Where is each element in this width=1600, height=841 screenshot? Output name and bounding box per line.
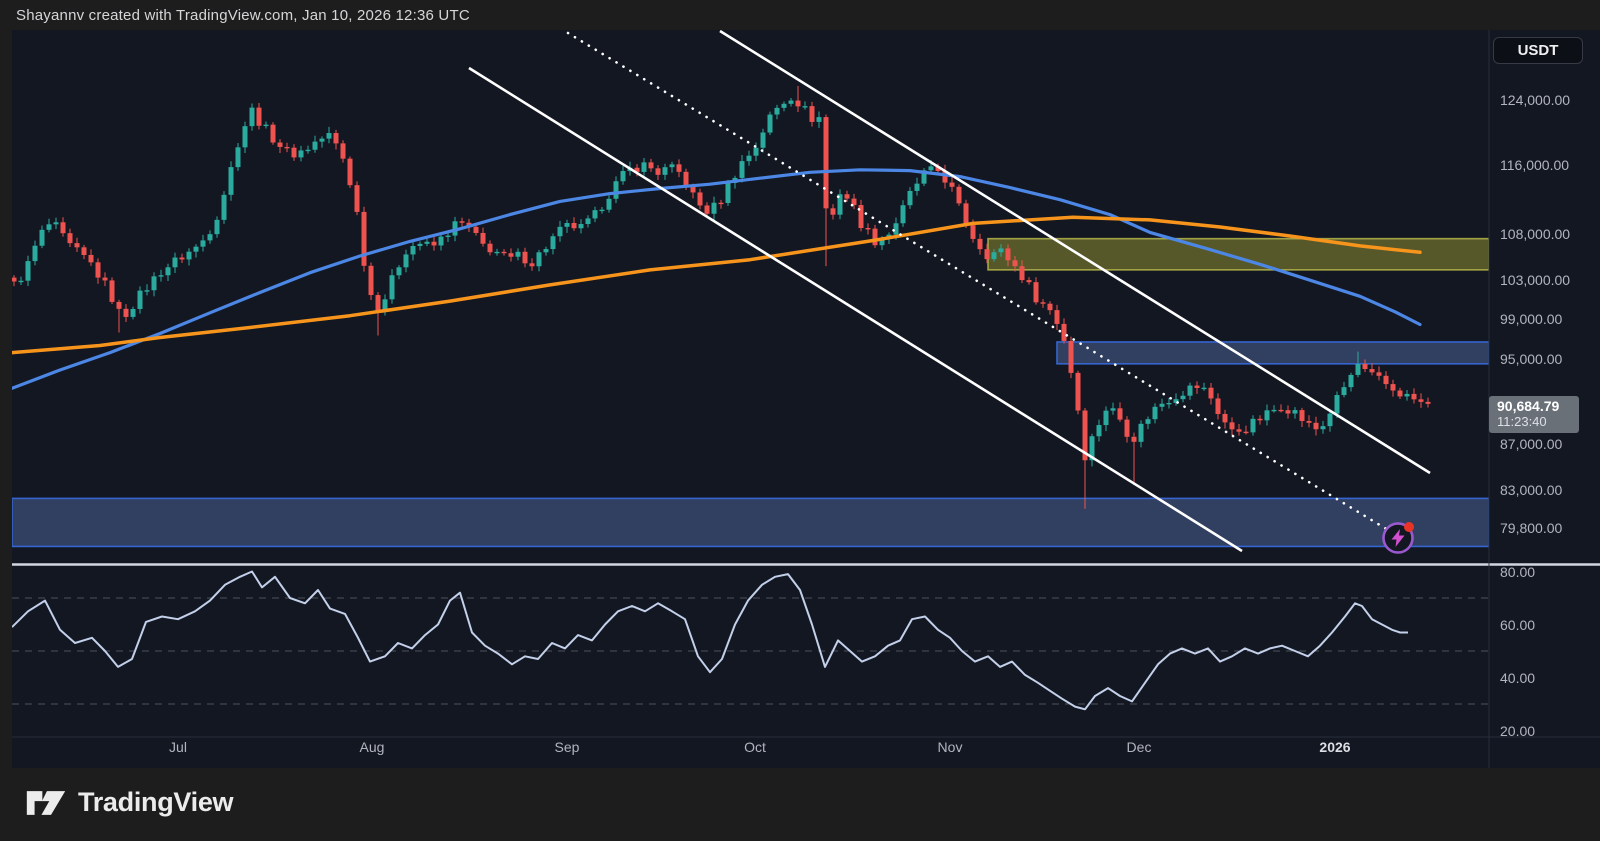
current-price-badge: 90,684.79 11:23:40 <box>1489 396 1579 433</box>
usdt-badge[interactable]: USDT <box>1493 37 1583 64</box>
price-axis-label: 116,000.00 <box>1500 156 1570 173</box>
time-axis-label: Oct <box>744 739 766 755</box>
price-axis-label: 40.00 <box>1500 669 1536 686</box>
price-axis-label: 83,000.00 <box>1500 481 1563 498</box>
price-axis-label: 79,800.00 <box>1500 520 1563 536</box>
chart-surface[interactable] <box>12 30 1600 768</box>
price-axis-label: 103,000.00 <box>1500 272 1571 289</box>
tradingview-logo[interactable]: TradingView <box>25 787 234 818</box>
price-axis-label: 87,000.00 <box>1500 436 1563 453</box>
footer: TradingView <box>0 768 1600 841</box>
top-bar: Shayannv created with TradingView.com, J… <box>0 0 1600 30</box>
price-axis-label: 20.00 <box>1500 722 1536 739</box>
current-price-value: 90,684.79 <box>1497 398 1560 414</box>
tradingview-logo-icon <box>26 790 66 815</box>
attribution-text: Shayannv created with TradingView.com, J… <box>16 7 470 24</box>
price-axis-label: 99,000.00 <box>1500 310 1563 327</box>
countdown-timer: 11:23:40 <box>1497 414 1547 429</box>
price-axis-label: 108,000.00 <box>1500 226 1571 243</box>
price-axis-label: 80.00 <box>1500 563 1536 580</box>
price-axis-label: 124,000.00 <box>1500 92 1571 108</box>
time-axis-label: Nov <box>937 739 963 755</box>
time-axis-label: 2026 <box>1319 739 1351 755</box>
price-axis[interactable]: 124,000.00 116,000.00 108,000.00 103,000.00… <box>1489 30 1600 739</box>
time-axis-label: Sep <box>554 739 580 755</box>
price-axis-label: 95,000.00 <box>1500 350 1563 367</box>
time-axis-label: Aug <box>359 739 385 755</box>
time-axis-label: Dec <box>1126 739 1152 755</box>
price-axis-label: 60.00 <box>1500 616 1536 633</box>
time-axis-label: Jul <box>169 739 187 755</box>
tradingview-brand-text: TradingView <box>78 787 234 817</box>
